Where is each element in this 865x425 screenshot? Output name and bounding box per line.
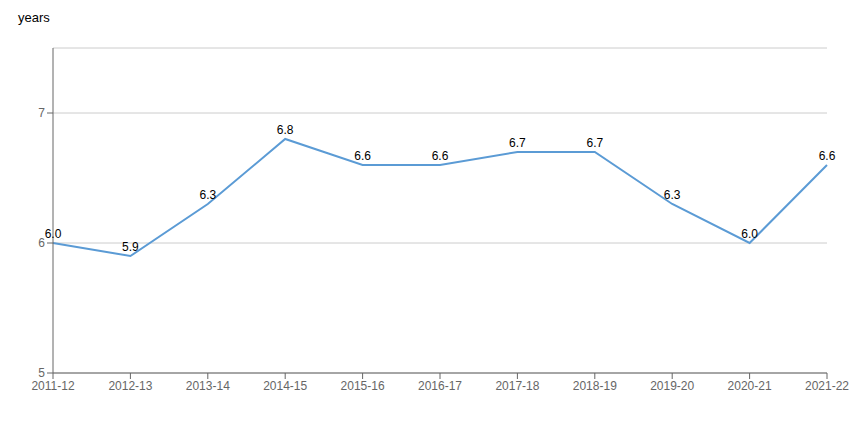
svg-text:2017-18: 2017-18 bbox=[495, 379, 539, 393]
svg-text:7: 7 bbox=[38, 106, 45, 120]
svg-text:6.7: 6.7 bbox=[586, 136, 603, 150]
svg-text:6.8: 6.8 bbox=[277, 123, 294, 137]
svg-text:2011-12: 2011-12 bbox=[31, 379, 74, 393]
svg-text:2013-14: 2013-14 bbox=[186, 379, 230, 393]
svg-text:6.7: 6.7 bbox=[509, 136, 526, 150]
svg-text:2020-21: 2020-21 bbox=[728, 379, 772, 393]
svg-text:5.9: 5.9 bbox=[122, 240, 139, 254]
svg-text:2021-22: 2021-22 bbox=[805, 379, 849, 393]
svg-text:2014-15: 2014-15 bbox=[263, 379, 307, 393]
svg-text:6: 6 bbox=[38, 236, 45, 251]
svg-text:2015-16: 2015-16 bbox=[341, 379, 385, 393]
html-text:years: years bbox=[18, 10, 50, 25]
svg-text:6.6: 6.6 bbox=[354, 149, 371, 163]
svg-text:5: 5 bbox=[38, 366, 45, 380]
svg-text:6.6: 6.6 bbox=[819, 149, 836, 163]
svg-text:6.0: 6.0 bbox=[741, 227, 758, 241]
svg-text:2016-17: 2016-17 bbox=[418, 379, 462, 393]
svg-text:6.0: 6.0 bbox=[45, 227, 62, 241]
svg-text:6.3: 6.3 bbox=[664, 188, 681, 202]
svg-text:2018-19: 2018-19 bbox=[573, 379, 617, 393]
svg-text:2012-13: 2012-13 bbox=[108, 379, 152, 393]
svg-text:2019-20: 2019-20 bbox=[650, 379, 694, 393]
svg-text:6.6: 6.6 bbox=[432, 149, 449, 163]
svg-text:6.3: 6.3 bbox=[199, 188, 216, 202]
